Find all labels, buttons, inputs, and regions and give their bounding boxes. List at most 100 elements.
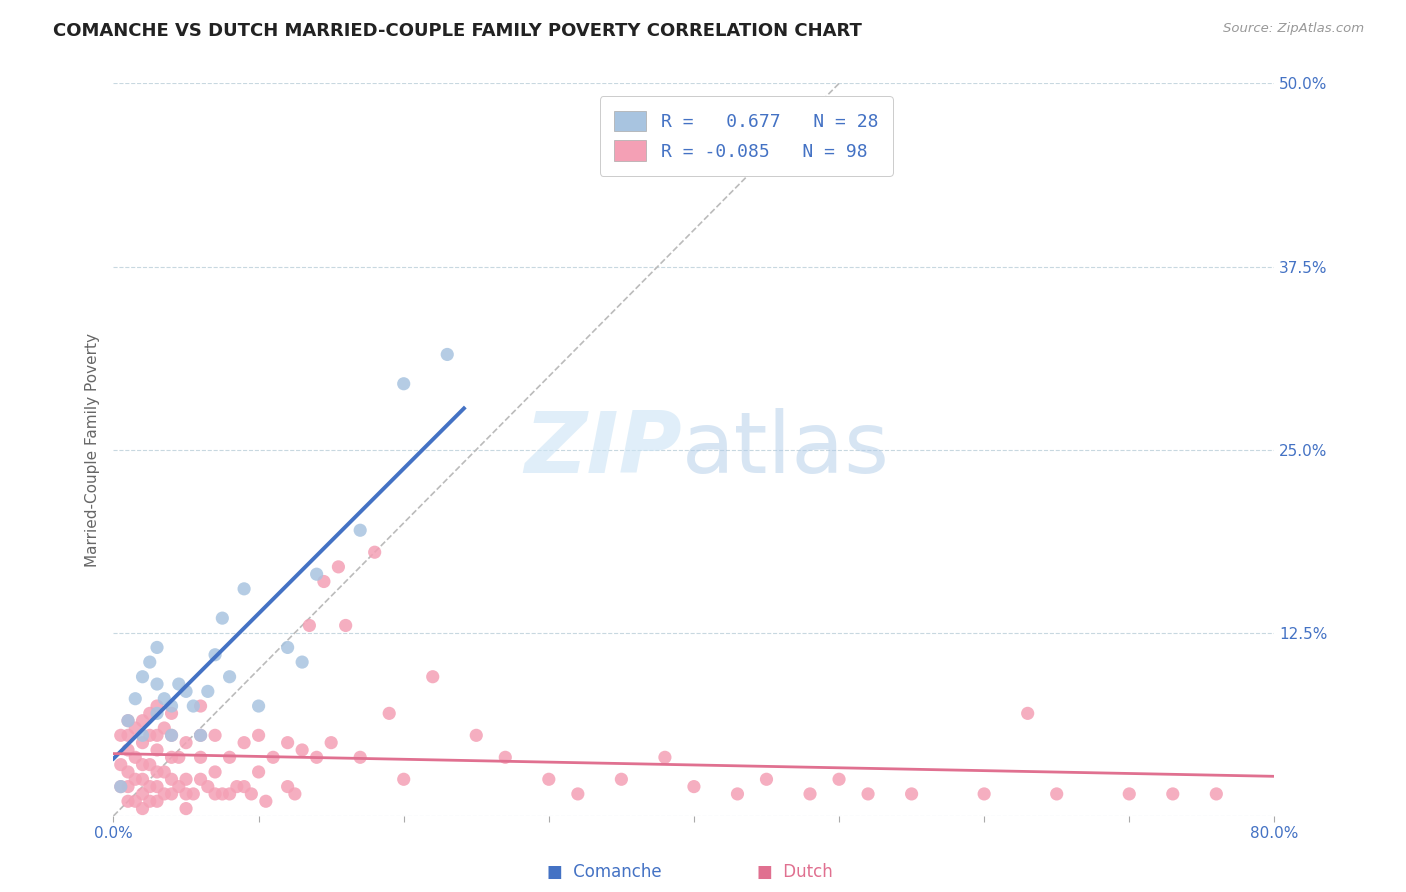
- Point: [247, 699, 270, 714]
- Point: [160, 728, 183, 742]
- Point: [683, 780, 706, 794]
- Point: [211, 787, 233, 801]
- Point: [233, 582, 256, 596]
- Point: [131, 714, 153, 728]
- Point: [277, 780, 299, 794]
- Point: [233, 736, 256, 750]
- Text: ZIP: ZIP: [524, 409, 682, 491]
- Point: [174, 684, 197, 698]
- Point: [654, 750, 676, 764]
- Point: [218, 670, 240, 684]
- Point: [131, 670, 153, 684]
- Point: [247, 764, 270, 779]
- Point: [197, 780, 219, 794]
- Point: [117, 743, 139, 757]
- Point: [174, 736, 197, 750]
- Point: [167, 750, 190, 764]
- Point: [139, 706, 162, 721]
- Point: [190, 728, 212, 742]
- Text: atlas: atlas: [682, 409, 890, 491]
- Point: [110, 757, 132, 772]
- Point: [856, 787, 879, 801]
- Point: [146, 764, 169, 779]
- Point: [291, 655, 314, 669]
- Point: [262, 750, 284, 764]
- Y-axis label: Married-Couple Family Poverty: Married-Couple Family Poverty: [86, 333, 100, 566]
- Point: [124, 794, 146, 808]
- Point: [153, 721, 176, 735]
- Point: [204, 728, 226, 742]
- Point: [117, 714, 139, 728]
- Point: [146, 780, 169, 794]
- Point: [1118, 787, 1140, 801]
- Point: [131, 757, 153, 772]
- Point: [139, 794, 162, 808]
- Point: [218, 750, 240, 764]
- Point: [146, 743, 169, 757]
- Point: [211, 611, 233, 625]
- Point: [167, 677, 190, 691]
- Point: [153, 787, 176, 801]
- Point: [204, 764, 226, 779]
- Point: [218, 787, 240, 801]
- Point: [197, 684, 219, 698]
- Point: [610, 772, 633, 787]
- Point: [284, 787, 307, 801]
- Point: [174, 772, 197, 787]
- Point: [799, 787, 821, 801]
- Point: [291, 743, 314, 757]
- Point: [240, 787, 263, 801]
- Point: [160, 728, 183, 742]
- Point: [146, 677, 169, 691]
- Point: [247, 728, 270, 742]
- Point: [117, 714, 139, 728]
- Point: [131, 801, 153, 815]
- Point: [305, 567, 328, 582]
- Point: [146, 699, 169, 714]
- Point: [117, 794, 139, 808]
- Point: [1161, 787, 1184, 801]
- Point: [139, 757, 162, 772]
- Point: [363, 545, 385, 559]
- Point: [1017, 706, 1039, 721]
- Point: [124, 721, 146, 735]
- Point: [422, 670, 444, 684]
- Point: [727, 787, 749, 801]
- Point: [190, 750, 212, 764]
- Point: [174, 801, 197, 815]
- Point: [392, 376, 415, 391]
- Point: [973, 787, 995, 801]
- Point: [139, 655, 162, 669]
- Point: [160, 706, 183, 721]
- Point: [153, 764, 176, 779]
- Point: [190, 772, 212, 787]
- Point: [124, 691, 146, 706]
- Point: [117, 764, 139, 779]
- Point: [190, 699, 212, 714]
- Point: [117, 780, 139, 794]
- Point: [181, 787, 204, 801]
- Point: [349, 750, 371, 764]
- Point: [146, 794, 169, 808]
- Point: [1205, 787, 1227, 801]
- Point: [567, 787, 589, 801]
- Point: [349, 523, 371, 537]
- Point: [277, 736, 299, 750]
- Point: [160, 750, 183, 764]
- Point: [131, 736, 153, 750]
- Text: ■  Dutch: ■ Dutch: [756, 863, 832, 881]
- Text: ■  Comanche: ■ Comanche: [547, 863, 662, 881]
- Point: [321, 736, 343, 750]
- Point: [305, 750, 328, 764]
- Point: [124, 750, 146, 764]
- Point: [298, 618, 321, 632]
- Point: [160, 699, 183, 714]
- Point: [312, 574, 335, 589]
- Point: [160, 772, 183, 787]
- Text: COMANCHE VS DUTCH MARRIED-COUPLE FAMILY POVERTY CORRELATION CHART: COMANCHE VS DUTCH MARRIED-COUPLE FAMILY …: [53, 22, 862, 40]
- Point: [225, 780, 247, 794]
- Point: [378, 706, 401, 721]
- Point: [124, 772, 146, 787]
- Point: [110, 780, 132, 794]
- Point: [900, 787, 922, 801]
